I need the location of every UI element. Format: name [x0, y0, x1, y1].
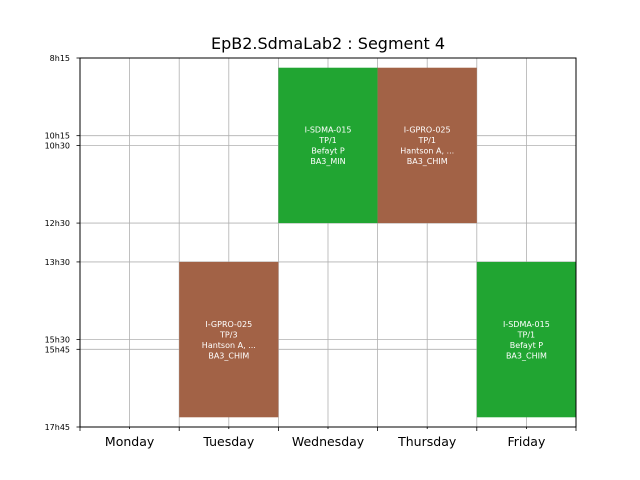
x-tick-label: Thursday: [397, 434, 457, 449]
event-text-line: TP/1: [517, 330, 536, 339]
event-text-line: Befayt P: [311, 147, 345, 156]
event-text-line: I-GPRO-025: [205, 320, 252, 329]
event-text-line: TP/3: [219, 330, 238, 339]
x-tick-label: Friday: [507, 434, 545, 449]
x-tick-label: Tuesday: [202, 434, 254, 449]
event-text-line: I-SDMA-015: [305, 126, 352, 135]
event-text-line: TP/1: [417, 136, 436, 145]
event-text-line: Hantson A, ...: [202, 341, 256, 350]
event-text-line: TP/1: [318, 136, 337, 145]
y-tick-label: 15h45: [45, 345, 70, 354]
x-tick-label: Monday: [105, 434, 155, 449]
event-text-line: BA3_MIN: [310, 157, 345, 166]
event-rect: [179, 261, 279, 418]
event-rect: [278, 67, 378, 224]
x-tick-label: Wednesday: [292, 434, 365, 449]
event-text-line: I-GPRO-025: [404, 126, 451, 135]
event-text-line: BA3_CHIM: [208, 351, 249, 360]
event-text-line: BA3_CHIM: [506, 351, 547, 360]
y-tick-label: 15h30: [45, 336, 70, 345]
y-tick-label: 8h15: [50, 54, 70, 63]
event-text-line: Befayt P: [510, 341, 544, 350]
event-rect: [377, 67, 477, 224]
y-tick-label: 12h30: [45, 219, 70, 228]
y-tick-label: 17h45: [45, 423, 70, 432]
event-rect: [476, 261, 576, 418]
event-text-line: BA3_CHIM: [407, 157, 448, 166]
y-tick-label: 13h30: [45, 258, 70, 267]
event-text-line: Hantson A, ...: [400, 147, 454, 156]
y-tick-label: 10h30: [45, 141, 70, 150]
y-tick-label: 10h15: [45, 132, 70, 141]
event-text-line: I-SDMA-015: [503, 320, 550, 329]
chart-title: EpB2.SdmaLab2 : Segment 4: [211, 34, 445, 53]
